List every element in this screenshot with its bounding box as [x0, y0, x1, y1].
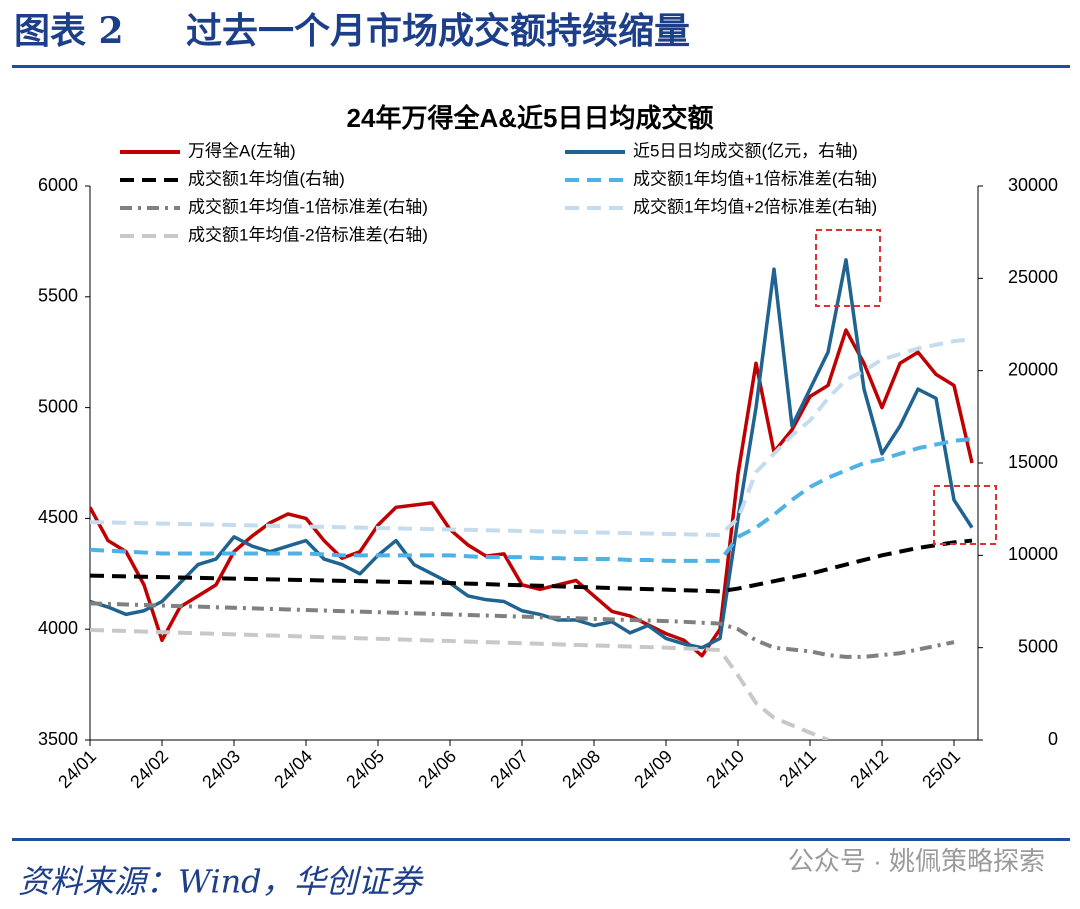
y2-tick-label: 20000 [1008, 359, 1058, 379]
y-tick-label: 5500 [38, 286, 78, 306]
x-tick-label: 24/09 [630, 746, 676, 792]
y2-tick-label: 10000 [1008, 544, 1058, 564]
x-tick-label: 24/04 [270, 746, 316, 792]
x-tick-label: 24/02 [126, 746, 172, 792]
x-tick-label: 24/07 [486, 746, 532, 792]
legend-label: 成交额1年均值(右轴) [188, 169, 345, 188]
x-tick-label: 24/05 [342, 746, 388, 792]
legend-label: 近5日日均成交额(亿元，右轴) [633, 141, 858, 160]
source: 资料来源：Wind，华创证券 [18, 863, 425, 901]
watermark: 公众号 · 姚佩策略探索 [788, 846, 1045, 876]
y2-tick-label: 5000 [1018, 636, 1058, 656]
x-tick-label: 24/06 [414, 746, 460, 792]
y-tick-label: 5000 [38, 396, 78, 416]
x-tick-label: 24/10 [702, 746, 748, 792]
footer-rule [12, 838, 1070, 841]
lines [90, 258, 974, 740]
y2-tick-label: 25000 [1008, 267, 1058, 287]
header-title: 过去一个月市场成交额持续缩量 [186, 10, 690, 52]
series-line [90, 437, 973, 563]
x-tick-label: 24/12 [846, 746, 892, 792]
series-line [90, 538, 973, 594]
legend-label: 万得全A(左轴) [188, 141, 296, 160]
chart-title: 24年万得全A&近5日日均成交额 [347, 103, 714, 133]
header-rule [12, 65, 1070, 68]
y-tick-label: 4000 [38, 618, 78, 638]
legend-label: 成交额1年均值+2倍标准差(右轴) [633, 197, 877, 216]
plot: 3500 4000 4500 5000 5500 6000 0 5000 10000 15000 2… [38, 141, 1058, 792]
series-line [90, 328, 974, 658]
legend-label: 成交额1年均值+1倍标准差(右轴) [633, 169, 877, 188]
x-tick-label: 24/08 [558, 746, 604, 792]
y-tick-label: 6000 [38, 175, 78, 195]
y2-tick-label: 0 [1048, 729, 1058, 749]
highlight-box [933, 485, 997, 545]
x-tick-label: 24/11 [775, 746, 820, 791]
y-tick-label: 4500 [38, 507, 78, 527]
y-tick-label: 3500 [38, 729, 78, 749]
y2-tick-label: 30000 [1008, 175, 1058, 195]
series-line [90, 627, 829, 740]
series-line [90, 601, 955, 659]
legend-label: 成交额1年均值-1倍标准差(右轴) [188, 197, 428, 216]
highlight-box [815, 229, 881, 307]
series-line [90, 337, 973, 538]
x-tick-label: 24/01 [54, 746, 100, 792]
x-tick-label: 25/01 [918, 746, 964, 792]
header-label: 图表 2 [14, 10, 124, 52]
legend-label: 成交额1年均值-2倍标准差(右轴) [188, 225, 428, 244]
y2-tick-label: 15000 [1008, 452, 1058, 472]
x-tick-label: 24/03 [198, 746, 244, 792]
series-line [90, 258, 974, 650]
